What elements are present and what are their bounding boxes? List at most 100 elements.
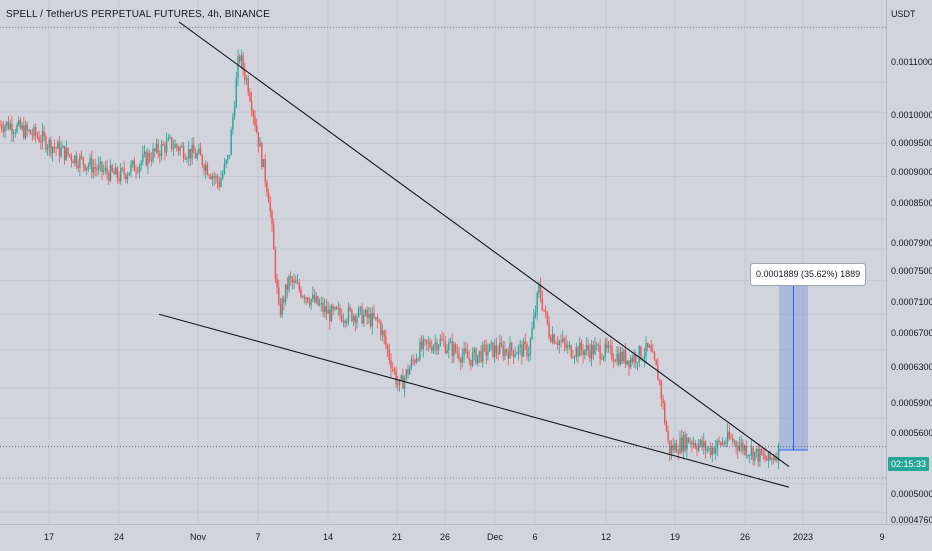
time-tick: 2023 — [792, 532, 814, 542]
candle-down — [640, 346, 642, 360]
candle-up — [487, 351, 489, 356]
drawings — [0, 21, 886, 488]
candle-down — [465, 348, 467, 352]
chart-area[interactable]: SPELL / TetherUS PERPETUAL FUTURES, 4h, … — [0, 0, 886, 524]
candle-down — [495, 345, 498, 353]
candle-down — [135, 171, 137, 172]
candle-down — [436, 342, 438, 351]
candle-up — [296, 282, 299, 284]
candle-up — [60, 148, 62, 157]
time-tick: 26 — [739, 532, 751, 542]
candle-up — [230, 130, 232, 156]
candle-up — [172, 147, 175, 150]
candle-up — [89, 158, 91, 166]
candle-up — [708, 447, 710, 450]
candle-down — [50, 139, 52, 154]
candle-down — [560, 340, 562, 342]
candle-up — [143, 151, 146, 154]
price-tick: 0.0005600 — [891, 428, 932, 438]
time-tick: 12 — [600, 532, 612, 542]
candle-down — [395, 370, 397, 385]
candle-down — [244, 69, 246, 80]
candle-up — [188, 148, 190, 159]
candle-up — [538, 284, 540, 293]
candle-up — [755, 448, 758, 452]
candle-down — [505, 349, 508, 353]
candle-down — [451, 341, 453, 356]
candle-up — [181, 146, 183, 148]
candle-down — [40, 141, 42, 143]
candle-down — [390, 360, 392, 369]
candle-up — [165, 140, 168, 153]
candle-down — [145, 151, 147, 166]
candle-down — [512, 350, 515, 357]
time-tick: 14 — [322, 532, 334, 542]
candle-up — [352, 316, 355, 321]
candle-down — [106, 167, 108, 174]
candle-up — [602, 356, 605, 359]
candle-up — [590, 344, 593, 359]
candle-up — [57, 142, 59, 149]
candle-up — [738, 445, 741, 451]
candle-down — [565, 343, 567, 348]
candle-down — [121, 168, 124, 170]
candle-down — [369, 314, 372, 327]
candle-up — [585, 345, 588, 351]
chart-canvas[interactable] — [0, 0, 886, 524]
time-axis[interactable] — [0, 524, 932, 551]
candle-down — [392, 368, 394, 370]
candle-down — [113, 171, 115, 175]
candle-up — [375, 317, 377, 318]
candle-down — [624, 350, 627, 365]
candle-down — [176, 144, 178, 148]
currency-label: USDT — [891, 9, 916, 19]
candle-down — [662, 398, 664, 404]
candle-up — [293, 280, 295, 283]
candle-down — [555, 343, 557, 345]
candle-up — [232, 116, 234, 131]
candle-down — [2, 128, 5, 132]
time-tick: 19 — [669, 532, 681, 542]
candle-up — [754, 451, 756, 461]
candle-up — [223, 163, 226, 174]
time-tick: 9 — [879, 532, 885, 542]
candle-up — [670, 445, 673, 454]
candle-up — [86, 167, 88, 171]
candle-up — [439, 338, 441, 346]
candle-up — [334, 307, 336, 310]
candle-up — [607, 345, 610, 349]
candle-down — [470, 359, 472, 366]
candle-down — [769, 452, 771, 460]
candle-up — [427, 342, 430, 344]
candle-down — [468, 358, 470, 360]
candle-down — [264, 159, 266, 182]
time-tick: 26 — [439, 532, 451, 542]
candle-up — [12, 132, 15, 134]
candle-down — [300, 289, 302, 297]
candle-up — [130, 164, 132, 173]
candle-down — [116, 167, 118, 178]
candle-down — [91, 158, 93, 173]
candle-up — [405, 369, 407, 378]
candle-down — [213, 176, 215, 178]
candle-down — [373, 312, 375, 318]
candle-down — [764, 454, 766, 459]
gridlines — [0, 0, 886, 524]
candle-up — [79, 156, 81, 168]
measure-label[interactable]: 0.0001889 (35.62%) 1889 — [750, 263, 867, 286]
candle-down — [709, 447, 712, 456]
candle-down — [665, 422, 668, 432]
candle-down — [45, 136, 47, 150]
candle-up — [330, 305, 333, 322]
candle-up — [222, 173, 224, 179]
candle-up — [403, 377, 406, 389]
candle-down — [628, 360, 630, 368]
candle-down — [325, 306, 328, 314]
candle-down — [429, 342, 431, 348]
price-axis[interactable] — [886, 0, 932, 524]
candle-down — [26, 124, 28, 131]
candle-down — [137, 171, 139, 173]
candle-down — [38, 137, 40, 142]
candle-up — [87, 165, 90, 168]
candle-down — [75, 155, 78, 166]
